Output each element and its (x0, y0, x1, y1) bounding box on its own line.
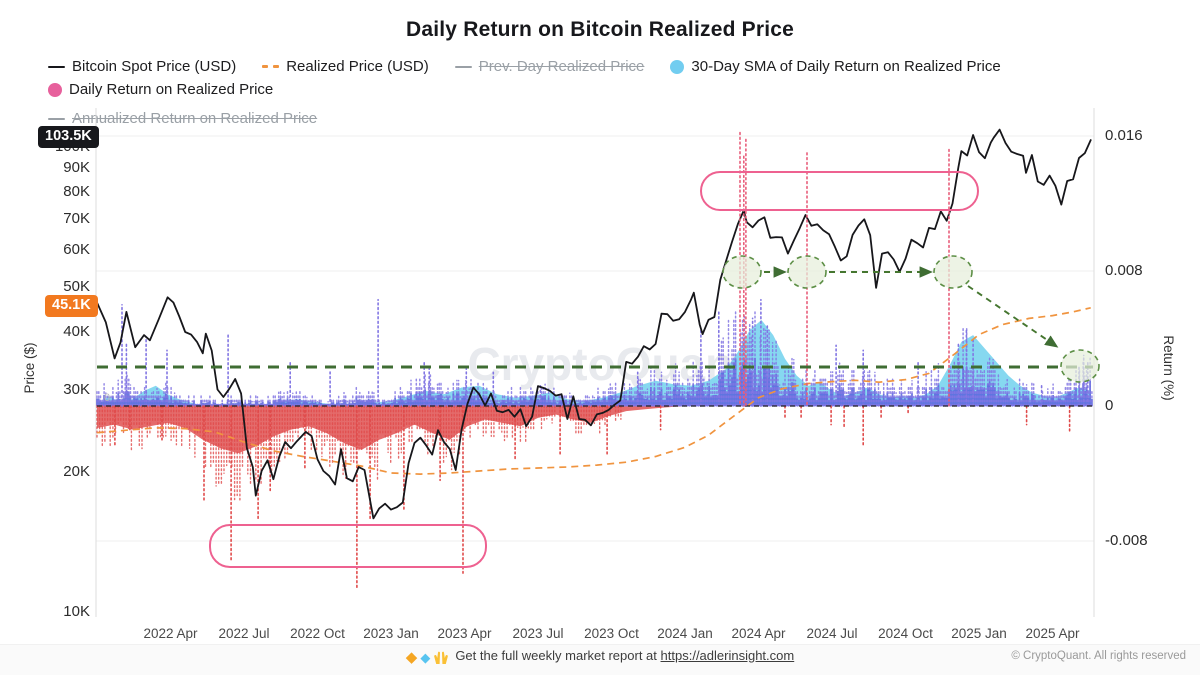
legend-item-label: 30-Day SMA of Daily Return on Realized P… (691, 58, 1001, 75)
green-dashed-circle (933, 255, 973, 289)
y-right-tick-label: 0.016 (1105, 127, 1143, 144)
y-left-tick-label: 40K (63, 323, 90, 340)
y-right-tick-label: -0.008 (1105, 532, 1148, 549)
y-left-tick-label: 60K (63, 241, 90, 258)
chart-annotations (97, 171, 1100, 568)
x-axis-tick-label: 2023 Jan (363, 626, 419, 641)
negative-return-band (97, 406, 685, 454)
realized-price-line (96, 306, 1091, 475)
y-left-axis-title: Price ($) (22, 342, 37, 393)
green-dashed-circle (722, 255, 762, 289)
x-axis-tick-label: 2024 Jul (806, 626, 857, 641)
x-axis-tick-label: 2024 Jan (657, 626, 713, 641)
promo-link[interactable]: https://adlerinsight.com (660, 648, 795, 663)
legend-circle-marker (670, 59, 685, 74)
promo-icons: ◆ ◆ (405, 649, 450, 666)
pink-annotation-box (700, 171, 979, 211)
x-axis-tick-label: 2025 Apr (1025, 626, 1080, 641)
legend-item-label: Bitcoin Spot Price (USD) (72, 58, 237, 75)
copyright: © CryptoQuant. All rights reserved (1011, 650, 1186, 662)
legend-line-marker (48, 117, 65, 120)
legend-item-30-day-sma-of-daily-return-on-realized-price[interactable]: 30-Day SMA of Daily Return on Realized P… (670, 58, 1001, 75)
orange-diamond-icon: ◆ (405, 649, 418, 666)
y-left-tick-label: 50K (63, 278, 90, 295)
legend-line-marker (454, 65, 472, 68)
x-axis-tick-label: 2025 Jan (951, 626, 1007, 641)
promo-text: ◆ ◆ Get the full weekly market report at h… (0, 648, 1200, 665)
y-left-tick-label: 20K (63, 463, 90, 480)
legend-circle-marker (48, 82, 62, 97)
x-axis-tick-label: 2023 Apr (437, 626, 492, 641)
y-right-axis-title: Return (%) (1161, 335, 1176, 400)
gem-icon: ◆ (420, 650, 431, 665)
x-axis-tick-label: 2022 Apr (143, 626, 198, 641)
legend: Bitcoin Spot Price (USD) Realized Price (… (48, 58, 1178, 127)
legend-line-marker (48, 65, 65, 68)
green-dashed-circle (1060, 349, 1100, 383)
page-title: Daily Return on Bitcoin Realized Price (405, 18, 795, 41)
chart-series (96, 128, 1093, 591)
zero-data-label: 0 (104, 392, 110, 404)
raised-hands-icon (434, 651, 449, 664)
x-axis-tick-label: 2022 Oct (290, 626, 345, 641)
legend-item-label: Annualized Return on Realized Price (72, 110, 318, 127)
legend-item-label: Prev. Day Realized Price (478, 58, 645, 75)
promo-prefix: Get the full weekly market report at (455, 648, 657, 663)
y-left-tick-label: 90K (63, 159, 90, 176)
legend-item-daily-return-on-realized-price[interactable]: Daily Return on Realized Price (48, 81, 273, 98)
legend-item-label: Realized Price (USD) (286, 58, 429, 75)
legend-item-realized-price-usd[interactable]: Realized Price (USD) (262, 58, 429, 75)
positive-return-spikes (121, 298, 1089, 407)
negative-return-spikes (114, 405, 1071, 591)
bitcoin-spot-price-line (96, 128, 1092, 520)
y-right-tick-label: 0 (1105, 397, 1113, 414)
legend-dashed-line-marker (262, 65, 280, 68)
x-axis-tick-label: 2022 Jul (218, 626, 269, 641)
negative-return-bars-dotted (96, 405, 622, 501)
y-right-tick-label: 0.008 (1105, 262, 1143, 279)
x-axis-tick-label: 2023 Jul (512, 626, 563, 641)
x-axis-tick-label: 2023 Oct (584, 626, 639, 641)
legend-item-label: Daily Return on Realized Price (69, 81, 274, 98)
y-left-tick-label: 70K (63, 210, 90, 227)
legend-item-prev-day-realized-price[interactable]: Prev. Day Realized Price (454, 58, 645, 75)
realized-price-badge: 45.1K (45, 295, 98, 317)
legend-item-bitcoin-spot-price-usd[interactable]: Bitcoin Spot Price (USD) (48, 58, 236, 75)
x-axis-tick-label: 2024 Oct (878, 626, 933, 641)
pink-annotation-box (209, 524, 487, 568)
x-axis-tick-label: 2024 Apr (731, 626, 786, 641)
green-dashed-circle (787, 255, 827, 289)
footer-band (0, 644, 1200, 675)
y-left-tick-label: 80K (63, 183, 90, 200)
green-dashed-arrow (967, 285, 1059, 348)
spot-price-badge: 103.5K (38, 126, 99, 148)
y-left-tick-label: 10K (63, 603, 90, 620)
legend-item-annualized-return-on-realized-price[interactable]: Annualized Return on Realized Price (48, 110, 317, 127)
y-left-tick-label: 30K (63, 381, 90, 398)
